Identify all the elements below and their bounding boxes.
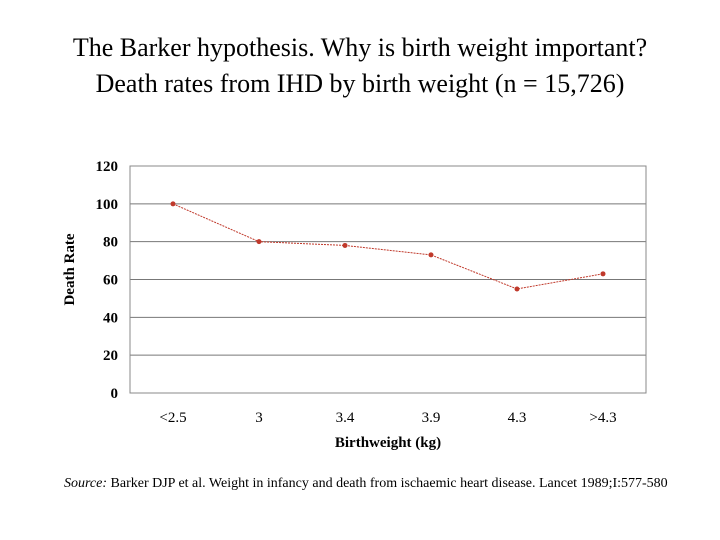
data-point	[170, 201, 176, 207]
series-line	[172, 203, 604, 290]
x-axis-ticks: <2.5 3 3.4 3.9 4.3 >4.3	[159, 410, 616, 426]
data-points	[170, 201, 606, 292]
plot-area	[129, 165, 647, 394]
x-tick-label: 3.9	[422, 410, 441, 426]
y-axis-label: Death Rate	[62, 233, 78, 305]
x-tick-label: 3	[255, 410, 263, 426]
data-point	[342, 242, 348, 248]
y-tick-label: 40	[103, 310, 118, 326]
data-point	[514, 286, 520, 292]
slide-title: The Barker hypothesis. Why is birth weig…	[0, 30, 720, 102]
source-text: Barker DJP et al. Weight in infancy and …	[110, 476, 668, 491]
y-tick-label: 0	[111, 386, 119, 402]
y-tick-label: 120	[96, 159, 119, 175]
x-tick-label: >4.3	[589, 410, 616, 426]
x-tick-label: <2.5	[159, 410, 186, 426]
title-line-1: The Barker hypothesis. Why is birth weig…	[72, 33, 648, 62]
y-tick-label: 60	[103, 273, 118, 289]
x-axis-label: Birthweight (kg)	[335, 435, 441, 451]
source-label: Source:	[64, 476, 108, 491]
y-axis-ticks: 0 20 40 60 80 100 120	[96, 159, 119, 402]
x-tick-label: 4.3	[508, 410, 527, 426]
data-point	[600, 271, 606, 277]
x-tick-label: 3.4	[336, 410, 355, 426]
y-tick-label: 100	[96, 197, 119, 213]
y-tick-label: 80	[103, 235, 118, 251]
title-line-2: Death rates from IHD by birth weight (n …	[95, 69, 625, 98]
y-tick-label: 20	[103, 348, 118, 364]
gridlines	[130, 203, 646, 356]
data-point	[256, 239, 262, 245]
source-citation: Source: Barker DJP et al. Weight in infa…	[64, 474, 704, 493]
data-point	[428, 252, 434, 258]
